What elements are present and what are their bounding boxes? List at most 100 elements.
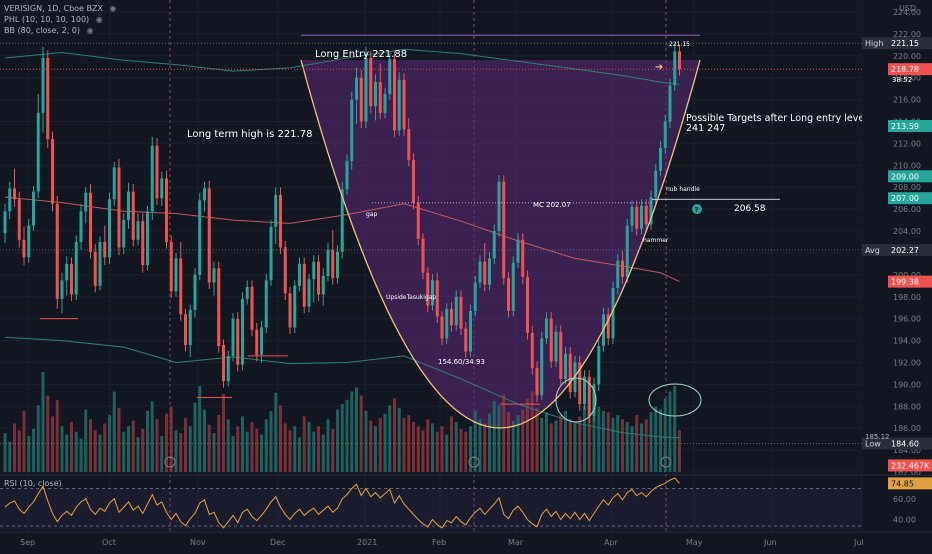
- volume-bar: [103, 423, 107, 472]
- rsi-pane[interactable]: 40.00 60.00 74.85: [0, 474, 932, 530]
- candle-body: [93, 251, 97, 286]
- price-tick-label: 204.00: [893, 227, 921, 236]
- volume-bar: [150, 401, 154, 472]
- volume-bar: [383, 413, 387, 472]
- volume-bar: [402, 417, 406, 472]
- volume-bar: [511, 420, 515, 472]
- candle-body: [597, 346, 601, 385]
- visibility-eye-icon[interactable]: ◉: [109, 4, 117, 13]
- volume-bar: [592, 390, 596, 472]
- price-tick-label: 192.00: [893, 358, 921, 367]
- candle-body: [141, 221, 145, 265]
- candle-body: [611, 288, 615, 339]
- indicator-2-label[interactable]: BB (80, close, 2, 0): [4, 26, 80, 35]
- volume-bar: [22, 410, 26, 472]
- price-label-tag: [862, 37, 888, 50]
- volume-bar: [93, 430, 97, 472]
- price-label-value: 232.467K: [891, 461, 930, 470]
- volume-bar: [616, 415, 620, 472]
- volume-bar: [250, 422, 254, 472]
- volume-bar: [108, 415, 111, 472]
- symbol-line[interactable]: VERISIGN, 1D, Cboe BZX: [4, 4, 103, 13]
- candle-body: [36, 112, 40, 192]
- candle-body: [131, 191, 135, 240]
- price-label-value: 213.59: [891, 122, 919, 131]
- candle-body: [70, 263, 73, 295]
- candle-body: [207, 188, 211, 283]
- price-label-value: 184.60: [891, 440, 919, 449]
- indicator-1-eye-icon[interactable]: ◉: [95, 15, 103, 24]
- candle-body: [416, 202, 420, 239]
- time-axis[interactable]: Sep Oct Nov Dec 2021 Feb Mar Apr May Jun Jul: [0, 456, 932, 547]
- candle-body: [55, 203, 59, 299]
- candle-body: [236, 318, 240, 365]
- candle-body: [383, 94, 387, 113]
- candle-body: [136, 221, 140, 240]
- volume-bar: [625, 422, 629, 472]
- candle-body: [640, 205, 643, 229]
- candle-body: [583, 376, 586, 405]
- candle-body: [160, 178, 164, 199]
- price-label-value: 218.78: [891, 65, 919, 74]
- price-tick-label: 208.00: [893, 183, 921, 192]
- volume-bar: [136, 437, 140, 472]
- candle-body: [587, 376, 591, 417]
- volume-bar: [350, 391, 354, 472]
- volume-bar: [141, 428, 145, 472]
- volume-bar: [207, 424, 211, 472]
- candle-body: [245, 286, 249, 299]
- price-label-name: Low: [865, 440, 881, 449]
- price-label-box: [888, 120, 932, 133]
- candle-body: [250, 286, 254, 330]
- price-axis[interactable]: 182.00 184.00 186.00 188.00 190.00 192.00 194.…: [862, 0, 932, 477]
- price-tick-label: 190.00: [893, 380, 921, 389]
- volume-bar: [549, 423, 553, 472]
- volume-bar: [450, 416, 453, 472]
- volume-bar: [602, 410, 605, 472]
- volume-bar: [345, 399, 349, 472]
- volume-bar: [169, 406, 173, 472]
- indicator-legend-2[interactable]: BB (80, close, 2, 0) ◉: [4, 26, 94, 35]
- volume-bar: [312, 431, 316, 472]
- volume-bar: [293, 426, 297, 472]
- volume-bar: [222, 394, 225, 472]
- volume-bar: [326, 419, 330, 472]
- volume-bar: [454, 422, 458, 472]
- volume-bar: [74, 431, 78, 472]
- candle-body: [283, 247, 287, 294]
- rsi-legend[interactable]: RSI (10, close): [4, 479, 62, 488]
- indicator-legend-1[interactable]: PHL (10, 10, 10, 100) ◉: [4, 15, 103, 24]
- price-label-box: [888, 459, 932, 472]
- price-tick-label: 220.00: [893, 52, 921, 61]
- candle-body: [155, 145, 159, 199]
- indicator-1-label[interactable]: PHL (10, 10, 10, 100): [4, 15, 90, 24]
- candle-body: [521, 239, 525, 278]
- candle-body: [117, 167, 121, 248]
- volume-bar: [98, 434, 102, 472]
- price-label-box: [888, 170, 932, 183]
- candle-body: [659, 147, 662, 171]
- volume-bar: [559, 415, 563, 472]
- volume-bar: [55, 399, 59, 472]
- candle-body: [51, 139, 54, 204]
- volume-bar: [440, 426, 444, 472]
- rsi-label[interactable]: RSI (10, close): [4, 479, 62, 488]
- symbol-legend[interactable]: VERISIGN, 1D, Cboe BZX ◉: [4, 4, 117, 13]
- candle-body: [198, 200, 202, 275]
- time-tick-label: May: [686, 538, 703, 547]
- earnings-marker-icon: [164, 456, 176, 468]
- candle-body: [545, 318, 548, 339]
- candle-body: [497, 181, 501, 232]
- drawings: ➔: [0, 34, 862, 444]
- volume-bar: [255, 428, 259, 472]
- candle-body: [74, 242, 78, 295]
- volume-bar: [317, 426, 320, 472]
- volume-bar: [46, 395, 50, 472]
- price-label-box: [888, 192, 932, 205]
- volume-bar: [8, 441, 12, 472]
- volume-bar: [79, 438, 83, 472]
- indicator-2-eye-icon[interactable]: ◉: [86, 26, 94, 35]
- volume-bar: [521, 409, 525, 472]
